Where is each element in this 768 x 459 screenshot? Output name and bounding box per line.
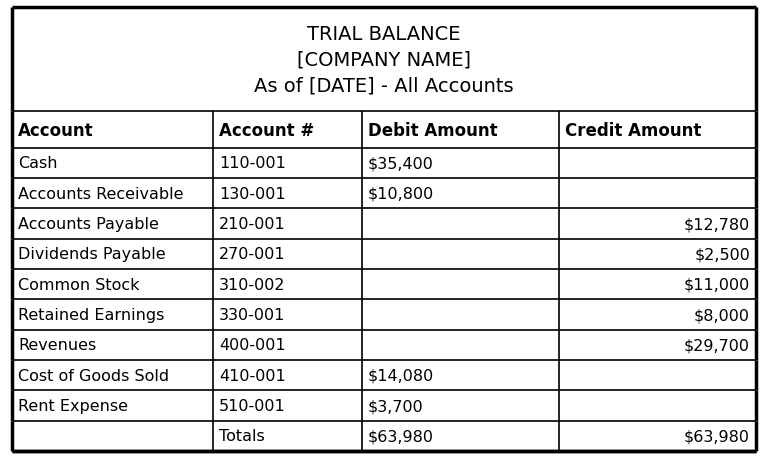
Text: Dividends Payable: Dividends Payable — [18, 247, 166, 262]
Text: Cost of Goods Sold: Cost of Goods Sold — [18, 368, 169, 383]
Text: 110-001: 110-001 — [219, 156, 286, 171]
Text: Retained Earnings: Retained Earnings — [18, 308, 164, 322]
Text: $8,000: $8,000 — [694, 308, 750, 322]
Text: Common Stock: Common Stock — [18, 277, 140, 292]
Text: $3,700: $3,700 — [368, 398, 423, 413]
Text: Cash: Cash — [18, 156, 58, 171]
Text: Accounts Receivable: Accounts Receivable — [18, 186, 184, 202]
Text: 270-001: 270-001 — [219, 247, 286, 262]
Text: $14,080: $14,080 — [368, 368, 434, 383]
Text: 510-001: 510-001 — [219, 398, 286, 413]
Text: 130-001: 130-001 — [219, 186, 286, 202]
Text: $2,500: $2,500 — [694, 247, 750, 262]
Text: TRIAL BALANCE: TRIAL BALANCE — [307, 24, 461, 44]
Text: 400-001: 400-001 — [219, 338, 286, 353]
Text: Rent Expense: Rent Expense — [18, 398, 128, 413]
Text: 410-001: 410-001 — [219, 368, 286, 383]
Text: 330-001: 330-001 — [219, 308, 285, 322]
Text: 310-002: 310-002 — [219, 277, 286, 292]
Text: As of [DATE] - All Accounts: As of [DATE] - All Accounts — [254, 77, 514, 95]
Text: $12,780: $12,780 — [684, 217, 750, 231]
Text: 210-001: 210-001 — [219, 217, 286, 231]
Text: $35,400: $35,400 — [368, 156, 434, 171]
Text: Account #: Account # — [219, 121, 314, 139]
Text: Totals: Totals — [219, 428, 265, 443]
Text: Credit Amount: Credit Amount — [564, 121, 701, 139]
Text: Account: Account — [18, 121, 94, 139]
Text: $63,980: $63,980 — [368, 428, 434, 443]
Text: Debit Amount: Debit Amount — [368, 121, 498, 139]
Text: $10,800: $10,800 — [368, 186, 434, 202]
Text: [COMPANY NAME]: [COMPANY NAME] — [297, 50, 471, 69]
Text: Revenues: Revenues — [18, 338, 96, 353]
Text: $29,700: $29,700 — [684, 338, 750, 353]
Text: $63,980: $63,980 — [684, 428, 750, 443]
Text: Accounts Payable: Accounts Payable — [18, 217, 159, 231]
Text: $11,000: $11,000 — [684, 277, 750, 292]
